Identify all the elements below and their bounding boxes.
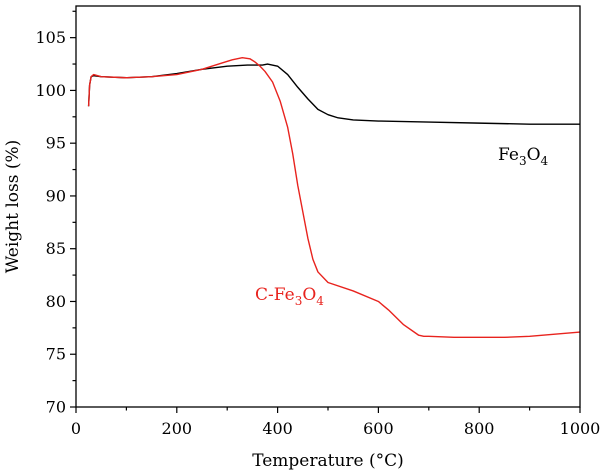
- series-lines: [87, 57, 581, 339]
- y-tick-label: 100: [35, 81, 66, 100]
- x-tick-label: 400: [262, 419, 293, 438]
- series-line-c-fe3o4: [87, 57, 581, 339]
- y-tick-label: 70: [46, 398, 66, 417]
- tick-labels: 0 200 400 600 800 1000 70 75 80 85 90 95 100 105: [35, 28, 600, 438]
- series-label-fe3o4: Fe3O4: [498, 145, 549, 168]
- y-axis-label: Weight loss (%): [3, 140, 23, 274]
- y-tick-label: 90: [46, 186, 66, 205]
- x-tick-label: 200: [162, 419, 193, 438]
- y-tick-label: 95: [46, 134, 66, 153]
- x-tick-label: 600: [363, 419, 394, 438]
- series-label-c-fe3o4: C-Fe3O4: [255, 285, 324, 308]
- x-axis-label: Temperature (°C): [252, 451, 404, 471]
- x-tick-label: 0: [71, 419, 81, 438]
- y-tick-label: 105: [35, 28, 66, 47]
- plot-frame: [75, 5, 581, 408]
- y-tick-label: 75: [46, 345, 66, 364]
- series-line-fe3o4: [87, 63, 580, 125]
- x-tick-label: 1000: [560, 419, 600, 438]
- axis-ticks: [70, 10, 581, 413]
- y-tick-label: 80: [46, 292, 66, 311]
- y-tick-label: 85: [46, 239, 66, 258]
- x-tick-label: 800: [464, 419, 495, 438]
